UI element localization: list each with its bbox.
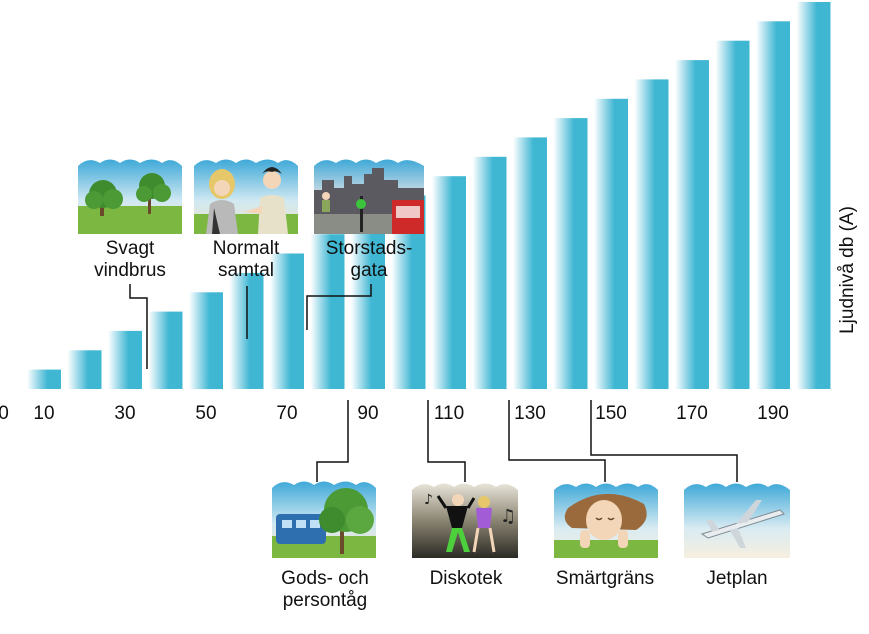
bars-group <box>27 2 831 390</box>
bar-30 <box>108 330 142 389</box>
x-tick-labels: 0 10 30 50 70 90 110 130 150 170 190 <box>0 403 789 424</box>
label-talk-line2: samtal <box>218 260 274 281</box>
wind-illustration <box>78 159 182 234</box>
bar-40 <box>148 311 183 389</box>
x-tick-150: 150 <box>595 403 627 424</box>
bar-150 <box>594 98 628 390</box>
annotation-labels: Svagt vindbrus Normalt samtal Storstads-… <box>94 238 768 611</box>
label-wind-line2: vindbrus <box>94 260 166 281</box>
bar-10 <box>27 369 61 389</box>
y-axis-label: Ljudnivå db (A) <box>837 206 858 334</box>
bar-140 <box>553 118 588 389</box>
connector-train <box>316 400 349 482</box>
x-tick-0: 0 <box>0 403 9 424</box>
x-tick-170: 170 <box>676 403 708 424</box>
svg-text:♫: ♫ <box>500 506 516 527</box>
train-illustration <box>272 481 376 558</box>
connector-city <box>306 284 372 330</box>
bar-160 <box>634 79 669 390</box>
connector-pain <box>508 400 606 482</box>
bar-20 <box>67 350 102 389</box>
label-wind-line1: Svagt <box>106 238 155 259</box>
bar-70 <box>270 253 304 389</box>
jet-illustration <box>684 483 790 558</box>
label-talk-line1: Normalt <box>213 238 280 259</box>
label-city-line1: Storstads- <box>326 238 413 259</box>
label-pain: Smärtgräns <box>556 568 654 589</box>
x-tick-130: 130 <box>514 403 546 424</box>
bar-190 <box>756 21 790 390</box>
bar-170 <box>675 60 709 389</box>
connector-wind <box>129 284 148 369</box>
label-train-line2: persontåg <box>283 590 368 611</box>
bar-80 <box>310 234 345 389</box>
x-tick-70: 70 <box>276 403 297 424</box>
x-tick-110: 110 <box>434 403 464 424</box>
label-city-line2: gata <box>351 260 388 281</box>
x-tick-50: 50 <box>195 403 216 424</box>
connector-lines <box>129 284 738 482</box>
bar-130 <box>513 137 547 389</box>
x-tick-90: 90 <box>357 403 378 424</box>
x-tick-30: 30 <box>114 403 135 424</box>
x-tick-10: 10 <box>33 403 54 424</box>
city-illustration <box>314 159 424 234</box>
bar-50 <box>189 292 223 390</box>
pain-illustration <box>554 483 658 558</box>
bar-110 <box>432 176 466 389</box>
connector-jet <box>590 400 738 482</box>
label-jet: Jetplan <box>706 568 767 589</box>
bar-120 <box>472 156 507 389</box>
label-train-line1: Gods- och <box>281 568 369 589</box>
talk-illustration <box>194 159 298 234</box>
svg-text:♪: ♪ <box>424 492 433 508</box>
connector-disco <box>427 400 466 482</box>
bar-90 <box>351 214 385 389</box>
x-tick-190: 190 <box>757 403 789 424</box>
disco-illustration: ♪ ♫ <box>412 483 518 558</box>
label-disco: Diskotek <box>430 568 503 589</box>
bar-180 <box>715 40 750 389</box>
bar-200 <box>796 2 831 389</box>
